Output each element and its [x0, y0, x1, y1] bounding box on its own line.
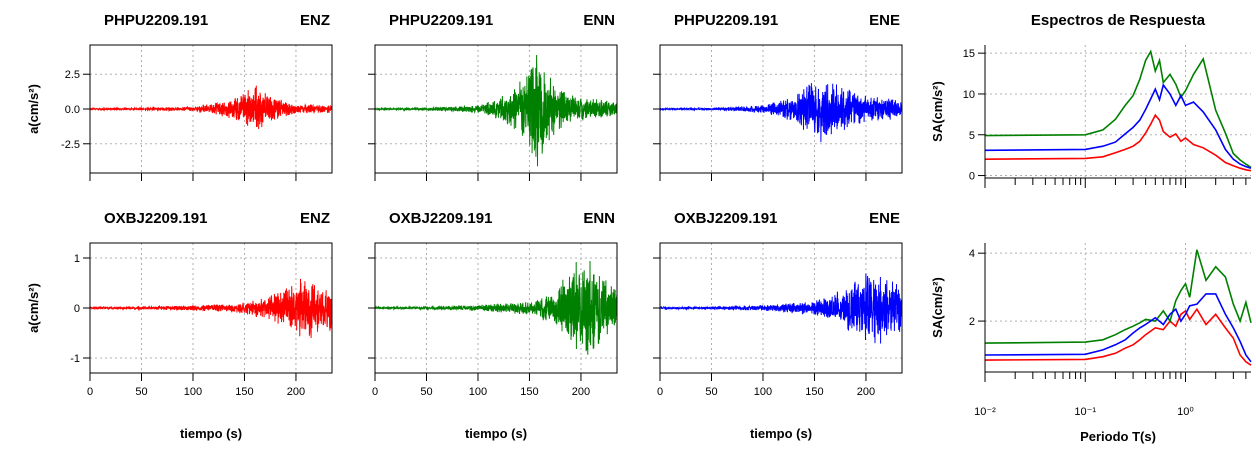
- spectra-title: Espectros de Respuesta: [1031, 12, 1206, 29]
- y-tick-label: 4: [969, 248, 975, 260]
- x-tick-label: 200: [572, 386, 590, 398]
- y-tick-label: 2: [969, 316, 975, 328]
- panel-station-title: OXBJ2209.191: [674, 210, 777, 227]
- spectrum-enz-line: [984, 307, 1252, 366]
- x-axis-label: tiempo (s): [465, 426, 527, 441]
- signal-trace: [660, 273, 902, 344]
- panel-component-title: ENE: [869, 210, 900, 227]
- x-tick-label: 100: [754, 386, 772, 398]
- spectra-x-tick-label: 10⁻²: [974, 406, 996, 418]
- panel-station-title: OXBJ2209.191: [104, 210, 207, 227]
- y-tick-label: -2.5: [61, 139, 80, 151]
- signal-trace: [375, 260, 617, 355]
- x-tick-label: 0: [87, 386, 93, 398]
- signal-trace: [90, 85, 332, 130]
- spectra-x-tick-label: 10⁻¹: [1074, 406, 1096, 418]
- spectra-y-axis-label: SA(cm/s²): [930, 81, 945, 142]
- spectra-x-tick-label: 10⁰: [1177, 406, 1194, 418]
- x-tick-label: 150: [805, 386, 823, 398]
- spectrum-enn-line: [984, 249, 1252, 344]
- panel-component-title: ENE: [869, 12, 900, 29]
- panel-station-title: PHPU2209.191: [104, 12, 208, 29]
- spectrum-ene-line: [984, 293, 1252, 363]
- panel-component-title: ENZ: [300, 12, 330, 29]
- y-axis-label: a(cm/s²): [26, 283, 41, 333]
- spectra-y-axis-label: SA(cm/s²): [930, 277, 945, 338]
- panel-station-title: PHPU2209.191: [389, 12, 493, 29]
- panel-component-title: ENN: [583, 210, 615, 227]
- y-tick-label: 15: [963, 48, 975, 60]
- x-tick-label: 50: [705, 386, 717, 398]
- x-tick-label: 50: [420, 386, 432, 398]
- y-tick-label: 0: [969, 171, 975, 183]
- y-tick-label: -1: [70, 353, 80, 365]
- signal-trace: [90, 278, 332, 339]
- y-tick-label: 10: [963, 89, 975, 101]
- signal-trace: [375, 54, 617, 167]
- y-axis-label: a(cm/s²): [26, 84, 41, 134]
- spectrum-ene-line: [984, 83, 1252, 169]
- y-tick-label: 1: [74, 253, 80, 265]
- x-tick-label: 200: [857, 386, 875, 398]
- y-tick-label: 2.5: [65, 69, 80, 81]
- x-axis-label: tiempo (s): [750, 426, 812, 441]
- x-tick-label: 100: [184, 386, 202, 398]
- x-tick-label: 50: [135, 386, 147, 398]
- x-tick-label: 100: [469, 386, 487, 398]
- x-tick-label: 150: [235, 386, 253, 398]
- x-tick-label: 0: [657, 386, 663, 398]
- panel-component-title: ENZ: [300, 210, 330, 227]
- x-tick-label: 200: [287, 386, 305, 398]
- panel-station-title: PHPU2209.191: [674, 12, 778, 29]
- panel-station-title: OXBJ2209.191: [389, 210, 492, 227]
- y-tick-label: 0: [74, 303, 80, 315]
- y-tick-label: 0.0: [65, 104, 80, 116]
- spectrum-enz-line: [984, 113, 1252, 172]
- x-tick-label: 0: [372, 386, 378, 398]
- signal-trace: [660, 83, 902, 143]
- spectrum-enn-line: [984, 49, 1252, 169]
- x-axis-label: tiempo (s): [180, 426, 242, 441]
- panel-component-title: ENN: [583, 12, 615, 29]
- x-tick-label: 150: [520, 386, 538, 398]
- y-tick-label: 5: [969, 130, 975, 142]
- spectra-x-axis-label: Periodo T(s): [1080, 429, 1156, 444]
